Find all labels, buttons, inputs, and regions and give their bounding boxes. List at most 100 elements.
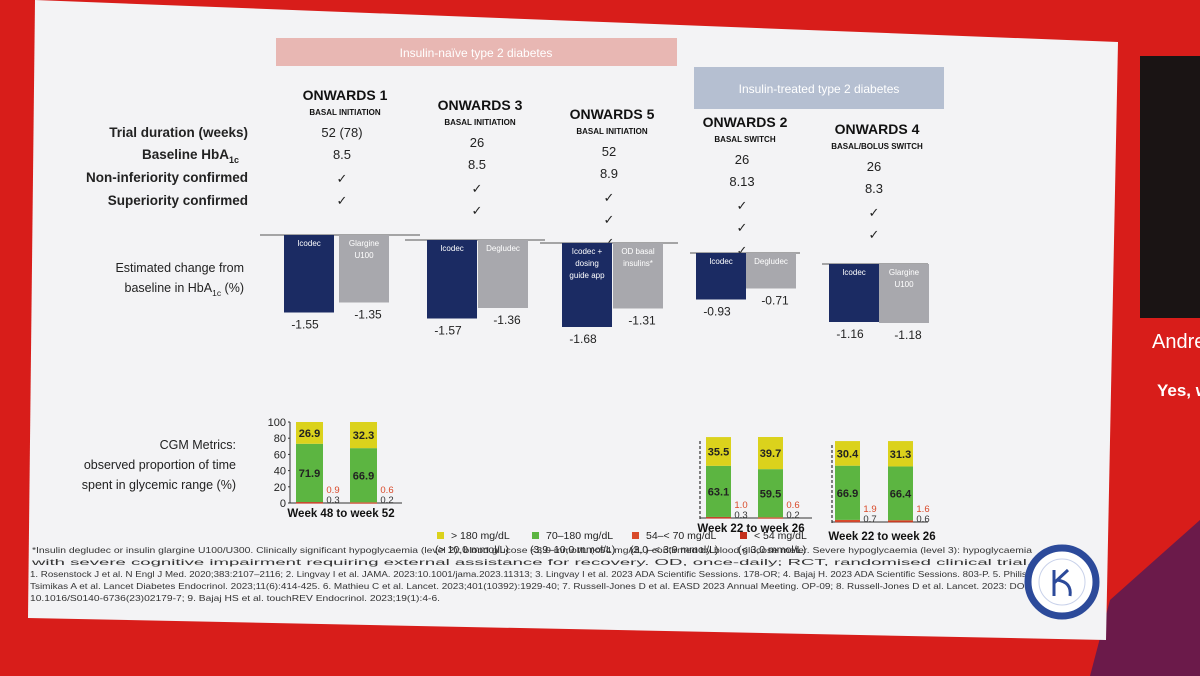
bar-series-label: Degludec (754, 257, 788, 266)
hba1c-value-label: -1.35 (354, 308, 382, 322)
trial-name: ONWARDS 3 (438, 97, 523, 113)
footnote-line: Tsimikas A et al. Lancet Diabetes Endocr… (30, 581, 1030, 591)
hba1c-value-label: -1.16 (836, 327, 864, 341)
bar-series-label: insulins* (623, 259, 653, 268)
cgm-value-label-inrange: 71.9 (299, 468, 320, 480)
bar-series-label: Icodec (842, 268, 866, 277)
hba1c-label-subscript: 1c (212, 288, 222, 298)
baseline-hba-text: Baseline HbA (142, 147, 229, 162)
legend-label: < 54 mg/dL (754, 530, 807, 542)
bar-series-label: guide app (569, 271, 605, 280)
cgm-segment-below54 (706, 517, 731, 519)
comparator-bar (879, 264, 929, 323)
logo-kc-icon (1052, 568, 1072, 597)
cgm-value-label-above180: 39.7 (760, 448, 781, 460)
cgm-segment-below54 (835, 521, 860, 523)
cgm-segment-r54to70 (350, 502, 377, 504)
cgm-y-tick-label: 80 (274, 433, 286, 445)
row-label-superiority: Superiority confirmed (108, 193, 248, 208)
naive-banner (276, 38, 677, 66)
footnote-line: 10.1016/S0140-6736(23)02179-7; 9. Bajaj … (30, 593, 440, 603)
cgm-segment-r54to70 (888, 520, 913, 522)
legend-sublabel: (< 3,0 mmol/L) (738, 544, 806, 556)
trial-subtitle: BASAL INITIATION (309, 108, 380, 117)
trial-sup-value: ✓ (869, 227, 880, 242)
cgm-value-label-above180: 31.3 (890, 449, 911, 461)
trial-subtitle: BASAL INITIATION (576, 127, 647, 136)
cgm-label-line1: CGM Metrics: (160, 438, 236, 452)
cgm-segment-inrange (706, 465, 731, 517)
trial-baseline-value: 8.9 (600, 166, 618, 181)
side-comment-text: Yes, w (1157, 381, 1200, 400)
trial-subtitle: BASAL SWITCH (714, 135, 775, 144)
treated-banner (694, 67, 944, 109)
trial-sup-value: ✓ (472, 203, 483, 218)
cgm-segment-inrange (888, 466, 913, 521)
cgm-value-label-below54: 0.3 (326, 495, 339, 506)
cgm-value-label-54to70: 1.9 (863, 504, 876, 515)
legend-label: > 180 mg/dL (451, 530, 510, 542)
hba1c-value-label: -0.71 (761, 294, 789, 308)
cgm-segment-inrange (835, 465, 860, 520)
cgm-value-label-above180: 26.9 (299, 428, 320, 440)
cgm-segment-above180 (835, 441, 860, 466)
cgm-segment-r54to70 (758, 517, 783, 519)
cgm-value-label-54to70: 1.0 (734, 500, 747, 511)
hba1c-value-label: -1.55 (291, 318, 319, 332)
naive-banner-label: Insulin-naïve type 2 diabetes (400, 46, 553, 60)
trial-baseline-value: 8.13 (729, 174, 754, 189)
icodec-bar (427, 240, 477, 319)
trial-duration-value: 52 (602, 144, 616, 159)
hba1c-value-label: -1.18 (894, 328, 922, 342)
cgm-segment-below54 (350, 502, 377, 504)
hba1c-value-label: -1.68 (569, 332, 597, 346)
hba1c-chart-label-line2: baseline in HbA1c (%) (125, 281, 244, 298)
cgm-segment-above180 (888, 441, 913, 467)
trial-name: ONWARDS 5 (570, 106, 655, 122)
trial-noninf-value: ✓ (604, 190, 615, 205)
footnote-line: 1. Rosenstock J et al. N Engl J Med. 202… (30, 569, 1030, 579)
trial-baseline-value: 8.5 (333, 147, 351, 162)
hba1c-value-label: -1.36 (493, 313, 521, 327)
legend-swatch (532, 532, 539, 539)
cgm-value-label-above180: 30.4 (837, 448, 859, 460)
row-label-duration: Trial duration (weeks) (109, 125, 248, 140)
bar-series-label: Glargine (889, 268, 920, 277)
cgm-segment-r54to70 (296, 502, 323, 503)
hba1c-value-label: -1.57 (434, 324, 462, 338)
comparator-bar (478, 240, 528, 308)
cgm-group-label: Week 22 to week 26 (828, 531, 935, 543)
footnotes: *Insulin degludec or insulin glargine U1… (30, 545, 1032, 603)
comparator-bar (613, 243, 663, 309)
trial-subtitle: BASAL/BOLUS SWITCH (831, 142, 923, 151)
trial-noninf-value: ✓ (472, 181, 483, 196)
footnote-line: with severe cognitive impairment requiri… (30, 557, 1032, 567)
legend-label: 70–180 mg/dL (546, 530, 613, 542)
footnote-line: *Insulin degludec or insulin glargine U1… (32, 545, 1032, 555)
trial-duration-value: 52 (78) (321, 125, 362, 140)
cgm-value-label-54to70: 0.9 (326, 485, 339, 496)
cgm-y-tick-label: 0 (280, 498, 286, 510)
comparator-bar (339, 235, 389, 303)
hba1c-chart-label-line1: Estimated change from (115, 261, 244, 275)
cgm-label-line3: spent in glycemic range (%) (82, 478, 236, 492)
bar-series-label: Glargine (349, 239, 380, 248)
trial-duration-value: 26 (470, 135, 484, 150)
legend-swatch (437, 532, 444, 539)
bar-series-label: Degludec (486, 244, 520, 253)
comparator-bar (746, 253, 796, 289)
cgm-y-tick-label: 40 (274, 466, 286, 478)
cgm-value-label-inrange: 66.9 (837, 488, 858, 500)
trial-baseline-value: 8.5 (468, 157, 486, 172)
cgm-group-label: Week 48 to week 52 (287, 508, 394, 520)
trial-duration-value: 26 (735, 152, 749, 167)
hba1c-value-label: -0.93 (703, 305, 731, 319)
trial-noninf-value: ✓ (869, 205, 880, 220)
cgm-value-label-below54: 0.2 (380, 495, 393, 506)
trial-name: ONWARDS 1 (303, 87, 388, 103)
trial-sup-value: ✓ (337, 193, 348, 208)
legend-sublabel: (3,0–< 3,9 mmol/L) (630, 544, 718, 556)
hba1c-value-label: -1.31 (628, 314, 656, 328)
